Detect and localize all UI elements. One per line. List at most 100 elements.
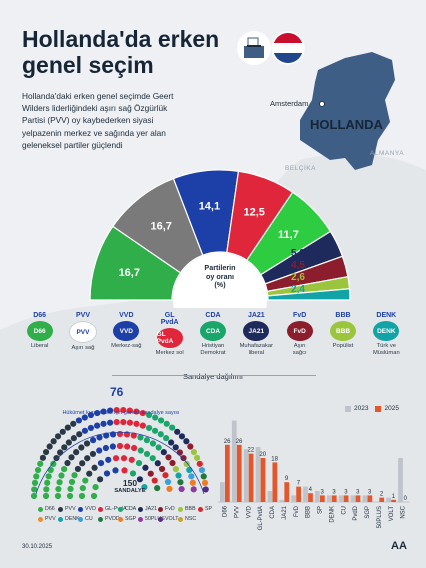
seat-dot: [157, 431, 164, 438]
bar-2025-pvdd: [355, 495, 361, 502]
bar-value-denk: 3: [332, 489, 336, 495]
seat-dot: [79, 460, 86, 467]
title-line-1: Hollanda'da erken: [22, 26, 220, 52]
seat-dot: [178, 433, 186, 440]
ballot-box-icon: [237, 31, 271, 65]
legend-text: BBB: [185, 506, 196, 512]
bar-2025-volt: [391, 499, 396, 502]
seat-dot: [31, 486, 38, 493]
intro-text: Hollanda'daki erken genel seçimde Geert …: [22, 91, 174, 150]
bar-value-bbb: 4: [309, 487, 313, 493]
party-logo: DENK: [373, 321, 400, 341]
legend-text: PVV: [65, 506, 76, 512]
party-abbr: BBB: [335, 312, 351, 319]
seat-dot: [53, 454, 60, 462]
seat-dot: [55, 485, 62, 493]
party-bbb: BBB BBB Popülist: [321, 312, 364, 350]
bar-2023-vvd: [243, 449, 249, 502]
vote-label-gl-pvda: 12,5: [243, 206, 264, 218]
legend-dot: [138, 506, 143, 512]
bar-category-sgp: SGP: [365, 506, 371, 519]
parliament-legend-item: PVDD: [98, 516, 120, 522]
seat-dot: [130, 432, 137, 439]
parliament-legend-item: NSC: [178, 516, 196, 522]
legend-text: GL-PvdA: [105, 506, 127, 512]
bar-2025-50plus: [379, 497, 385, 502]
netherlands-flag-icon: [271, 31, 305, 65]
seat-dot: [160, 449, 167, 456]
seat-dot: [155, 444, 162, 451]
seat-dot: [43, 486, 50, 493]
bar-value-50plus: 2: [380, 492, 384, 498]
bar-category-denk: DENK: [329, 506, 335, 523]
amsterdam-marker: [319, 101, 325, 107]
seat-dot: [172, 465, 179, 473]
parliament-legend-item: VOLT: [158, 516, 178, 522]
seat-dot: [78, 444, 85, 451]
bar-value-pvdd: 3: [356, 489, 360, 495]
legend-dot: [98, 516, 103, 522]
seat-dot: [61, 465, 68, 473]
seat-dot: [137, 447, 144, 454]
parliament-legend-item: VVD: [78, 506, 96, 512]
seat-dot: [183, 438, 190, 445]
bar-2025-cda: [272, 462, 278, 502]
parliament-chart: [30, 406, 209, 500]
legend-dot: [178, 506, 183, 512]
page-title: Hollanda'da erken genel seçim: [22, 26, 219, 78]
seat-dot: [82, 477, 89, 484]
legend-text: SP: [205, 506, 213, 512]
bar-2025-gl-pvda: [260, 458, 266, 502]
party-abbr: FvD: [293, 312, 307, 319]
bar-legend: 2023 2025: [345, 405, 399, 412]
parliament-legend-item: GL-PvdA: [98, 506, 127, 512]
bar-category-50plus: 50PLUS: [377, 506, 383, 528]
bar-2023-sp: [315, 491, 320, 502]
seat-dot: [97, 459, 105, 467]
seat-dot: [112, 467, 119, 474]
seat-dot: [175, 472, 182, 479]
legend-text: DENK: [65, 516, 80, 522]
party-cda: CDA CDA Hristiyan Demokrat: [191, 312, 234, 357]
party-desc: Popülist: [332, 343, 354, 349]
seat-dot: [42, 492, 50, 500]
seats-section-title: Sandalye dağılımı: [182, 372, 244, 381]
majority-number: 76: [110, 385, 124, 399]
vote-label-denk: 2,4: [291, 284, 305, 295]
seat-dot: [133, 420, 140, 427]
seat-dot: [154, 460, 161, 467]
chart-center-label: Partilerin oy oranı (%): [204, 263, 236, 289]
bar-value-pvv: 26: [236, 439, 243, 445]
seat-dot: [56, 479, 63, 486]
party-abbr: VVD: [119, 312, 134, 319]
seat-dot: [145, 424, 153, 432]
bar-2025-pvv: [236, 444, 242, 502]
majority-arc: [35, 431, 205, 495]
seat-dot: [163, 435, 170, 442]
seat-dot: [151, 427, 159, 434]
legend-text: CU: [85, 516, 93, 522]
bar-2025-ja21: [284, 482, 290, 502]
seat-dot: [70, 435, 77, 442]
party-logo: D66: [26, 321, 53, 341]
seat-dot: [30, 492, 38, 500]
seat-dot: [79, 484, 86, 492]
seat-dot: [128, 456, 135, 463]
legend-dot: [58, 516, 63, 522]
bar-category-cu: CU: [341, 506, 347, 515]
legend-dot: [58, 506, 63, 512]
seat-dot: [74, 465, 82, 473]
vote-share-chart: 16,7 16,7 14,1 12,5 11,7 5,94,52,62,4: [89, 169, 351, 308]
seat-dot: [84, 455, 91, 462]
seat-dot: [126, 419, 134, 426]
seat-dot: [81, 414, 88, 421]
seat-dot: [34, 466, 42, 474]
seat-dot: [176, 449, 183, 456]
seat-dot: [157, 417, 165, 424]
seat-dot: [178, 485, 185, 493]
bar-2025-vvd: [248, 453, 254, 502]
seat-dot: [190, 448, 198, 456]
seat-dot: [96, 434, 103, 441]
seat-dot: [139, 409, 146, 417]
seat-dot: [147, 470, 154, 477]
